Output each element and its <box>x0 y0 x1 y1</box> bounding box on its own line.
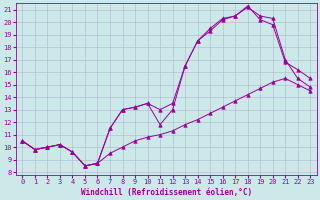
X-axis label: Windchill (Refroidissement éolien,°C): Windchill (Refroidissement éolien,°C) <box>81 188 252 197</box>
